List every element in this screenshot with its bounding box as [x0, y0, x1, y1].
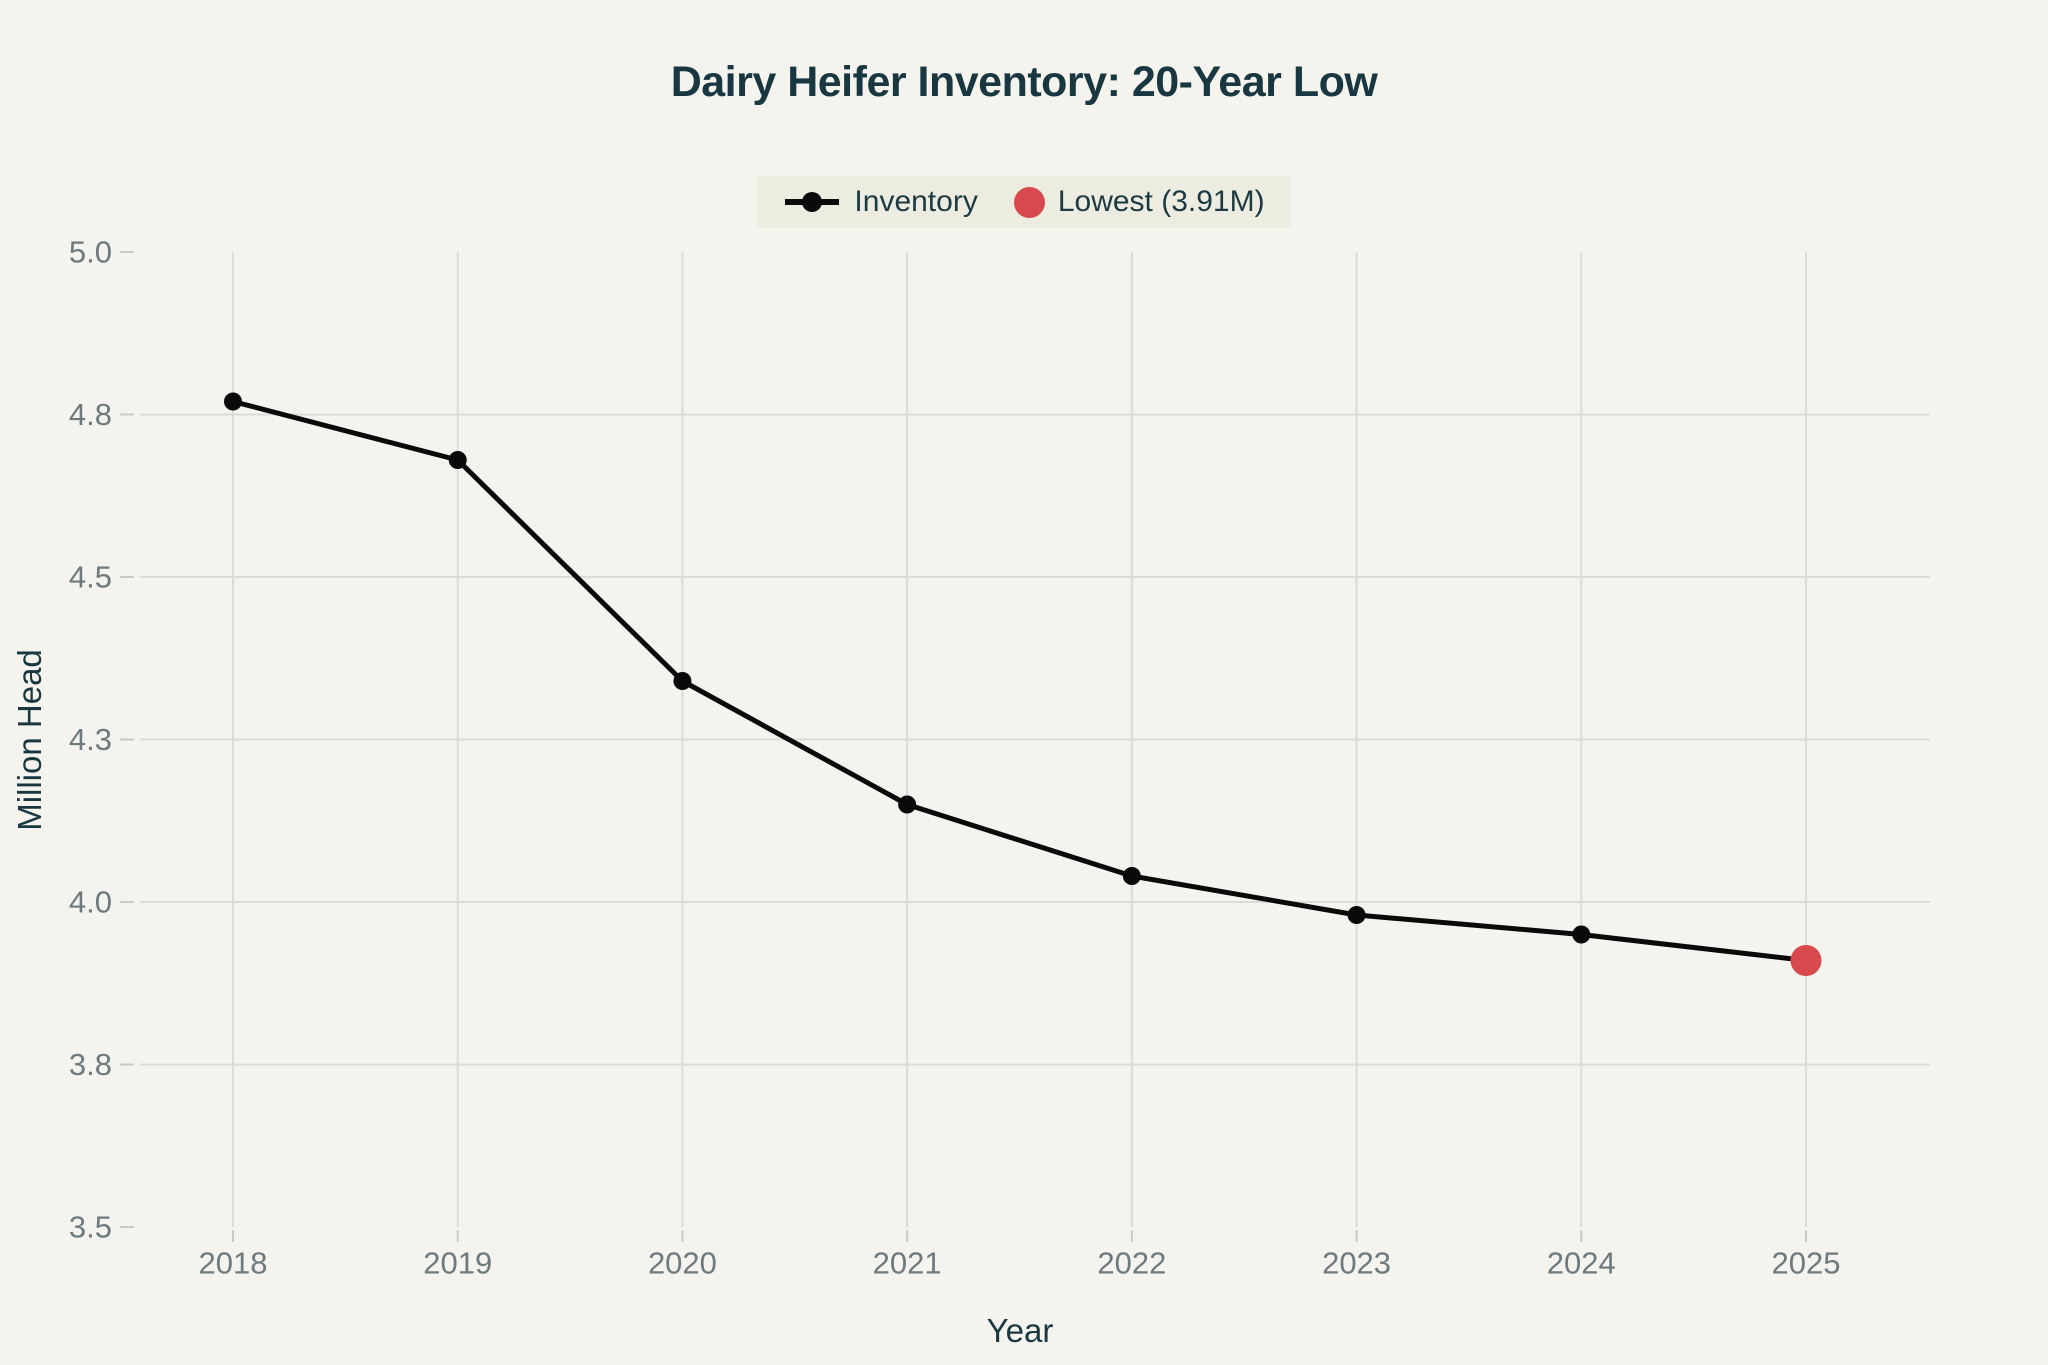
data-point-marker	[673, 672, 692, 690]
x-tick-label: 2018	[199, 1246, 268, 1281]
x-tick-label: 2023	[1322, 1246, 1391, 1281]
x-tick-label: 2021	[873, 1246, 942, 1281]
y-tick-label: 3.8	[69, 1047, 112, 1082]
dot-icon	[1013, 186, 1045, 218]
data-point-marker	[448, 451, 467, 469]
data-point-marker	[1122, 867, 1141, 885]
y-tick-label: 4.3	[69, 722, 112, 757]
data-point-marker	[1347, 906, 1366, 924]
data-point-marker	[224, 392, 242, 411]
data-point-marker	[1572, 925, 1591, 944]
legend-item-lowest: Lowest (3.91M)	[1013, 185, 1265, 219]
x-tick-label: 2022	[1097, 1246, 1166, 1281]
lowest-point-marker	[1790, 945, 1822, 976]
x-tick-label: 2024	[1547, 1246, 1616, 1281]
x-tick-label: 2019	[423, 1246, 492, 1281]
x-axis-title: Year	[986, 1312, 1054, 1349]
legend-label-inventory: Inventory	[854, 185, 978, 218]
x-tick-label: 2020	[648, 1246, 717, 1281]
data-point-marker	[898, 795, 917, 814]
legend-item-inventory: Inventory	[783, 185, 978, 219]
line-dot-icon	[785, 192, 840, 212]
inventory-line	[230, 399, 1809, 963]
y-tick-label: 4.0	[69, 885, 112, 920]
y-tick-label: 4.8	[69, 397, 112, 432]
legend-line-dot-swatch	[802, 192, 823, 212]
legend: Inventory Lowest (3.91M)	[0, 176, 2048, 228]
legend-label-lowest: Lowest (3.91M)	[1057, 185, 1265, 218]
x-tick-label: 2025	[1772, 1246, 1841, 1281]
y-tick-label: 3.5	[69, 1210, 112, 1245]
legend-box: Inventory Lowest (3.91M)	[757, 176, 1291, 228]
chart-title: Dairy Heifer Inventory: 20-Year Low	[670, 58, 1378, 106]
y-axis-title: Million Head	[11, 649, 48, 831]
y-tick-label: 5.0	[69, 235, 112, 270]
y-tick-label: 4.5	[69, 560, 112, 595]
